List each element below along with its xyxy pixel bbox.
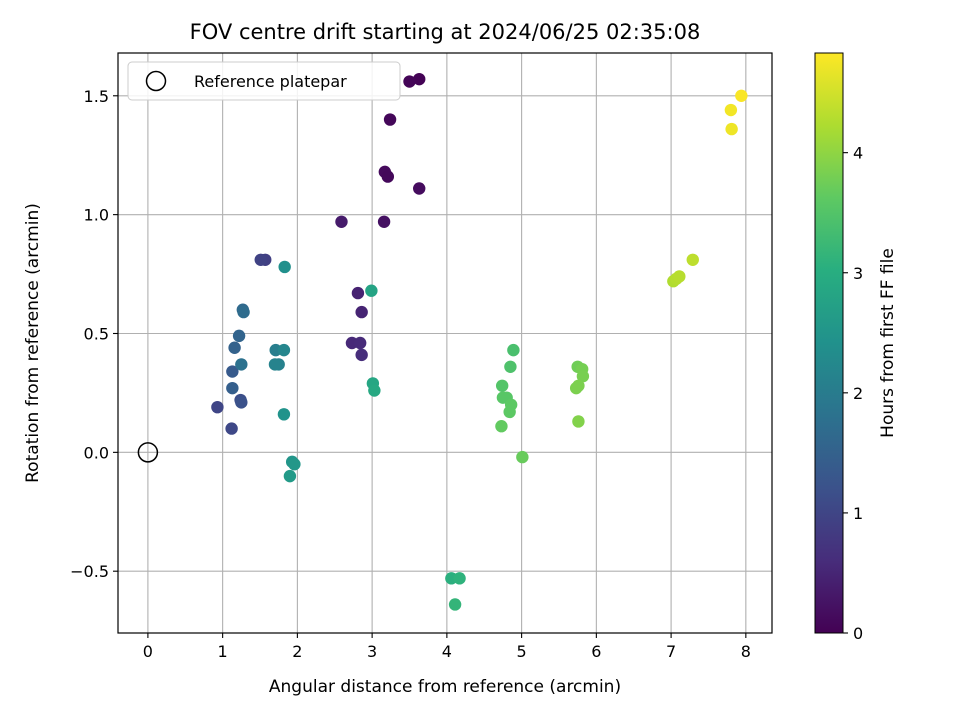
x-tick-label: 2 [292, 642, 302, 661]
legend-label-reference: Reference platepar [194, 72, 347, 91]
data-point [232, 329, 246, 343]
y-tick-label: 0.5 [84, 324, 109, 343]
data-point [403, 75, 416, 88]
chart-title: FOV centre drift starting at 2024/06/25 … [190, 20, 701, 44]
y-tick-label: 1.0 [84, 206, 109, 225]
x-tick-label: 6 [591, 642, 601, 661]
x-axis: 0 1 2 3 4 5 6 7 8 [143, 633, 751, 661]
data-point [351, 286, 365, 300]
x-tick-label: 4 [442, 642, 452, 661]
colorbar [814, 52, 844, 634]
data-point [724, 103, 738, 117]
data-point [448, 598, 462, 611]
colorbar-label: Hours from first FF file [878, 248, 898, 438]
data-point [335, 215, 348, 228]
data-point [495, 379, 509, 392]
data-point [383, 113, 397, 126]
data-point [226, 365, 239, 378]
x-axis-label: Angular distance from reference (arcmin) [269, 677, 621, 697]
x-tick-label: 7 [666, 642, 676, 661]
data-point [673, 270, 686, 283]
colorbar-ticks: 0 1 2 3 4 [843, 144, 863, 643]
data-point [355, 305, 368, 319]
data-point [507, 343, 520, 357]
data-point [228, 341, 241, 354]
data-point [453, 572, 466, 585]
y-axis-label: Rotation from reference (arcmin) [23, 203, 43, 483]
plot-frame [117, 52, 773, 634]
colorbar-tick-label: 1 [853, 504, 863, 523]
data-point [572, 415, 585, 428]
y-tick-label: 0.0 [84, 443, 109, 462]
data-point [211, 400, 224, 414]
x-tick-label: 1 [218, 642, 228, 661]
data-point [413, 182, 426, 195]
data-point [504, 360, 517, 373]
colorbar-tick-label: 0 [853, 624, 863, 643]
data-point [353, 336, 367, 350]
data-point [254, 253, 267, 267]
data-point [725, 122, 738, 136]
data-point [277, 343, 291, 357]
y-tick-label: −0.5 [70, 562, 109, 581]
data-point [381, 170, 395, 183]
data-point [355, 348, 368, 362]
data-point [278, 260, 291, 274]
legend-box [127, 61, 401, 101]
x-tick-label: 5 [517, 642, 527, 661]
data-point [365, 284, 378, 297]
data-point [225, 422, 238, 435]
reference-marker [137, 442, 159, 463]
y-axis: −0.5 0.0 0.5 1.0 1.5 [70, 87, 118, 581]
x-tick-label: 3 [367, 642, 377, 661]
x-tick-label: 8 [741, 642, 751, 661]
data-point [377, 215, 391, 228]
data-point [237, 305, 250, 319]
data-point [235, 396, 248, 409]
colorbar-tick-label: 4 [853, 144, 863, 163]
y-tick-label: 1.5 [84, 87, 109, 106]
data-point [226, 381, 239, 395]
data-point [288, 458, 301, 471]
data-point [368, 384, 381, 397]
colorbar-tick-label: 3 [853, 264, 863, 283]
legend: Reference platepar [127, 61, 401, 101]
data-point [495, 419, 508, 433]
data-point [516, 450, 529, 464]
data-point [735, 89, 748, 102]
data-point [283, 469, 297, 483]
x-tick-label: 0 [143, 642, 153, 661]
data-points [137, 72, 748, 611]
data-point [569, 381, 583, 395]
legend-marker-reference [145, 70, 167, 92]
data-point [413, 72, 426, 86]
data-point [503, 405, 516, 419]
data-point [277, 408, 291, 421]
colorbar-tick-label: 2 [853, 384, 863, 403]
grid-lines [118, 53, 772, 633]
data-point [576, 370, 590, 383]
data-point [235, 358, 248, 371]
data-point [686, 253, 699, 267]
data-point [268, 358, 282, 371]
